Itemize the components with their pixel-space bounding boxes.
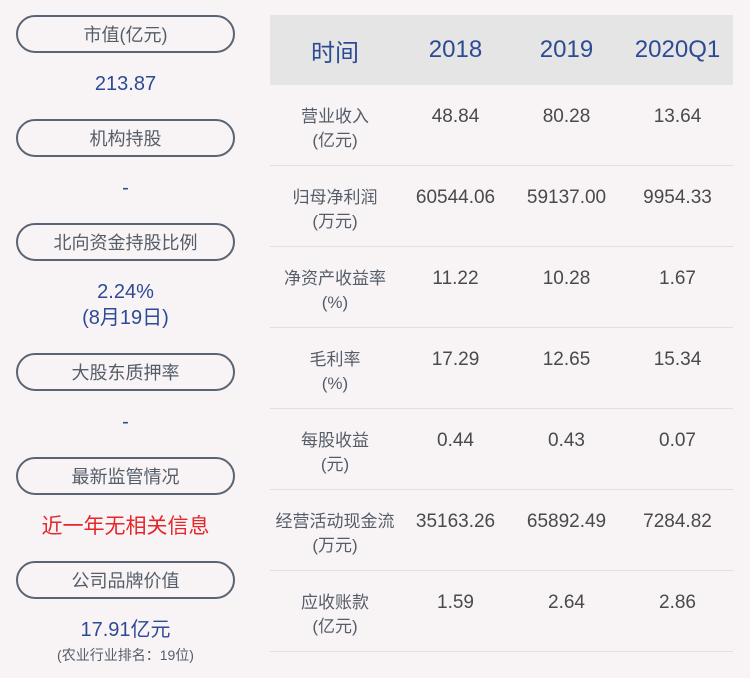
cell: 1.59 [437, 592, 474, 613]
regulatory-status-label: 最新监管情况 [16, 457, 235, 495]
cell: 0.07 [659, 430, 696, 451]
table-row: 营业收入 (亿元) 48.84 80.28 13.64 [270, 85, 733, 166]
cell: 1.67 [659, 268, 696, 289]
institutional-holding-label: 机构持股 [16, 119, 235, 157]
row-name: 营业收入 [301, 107, 369, 126]
table-row: 归母净利润 (万元) 60544.06 59137.00 9954.33 [270, 166, 733, 247]
cell: 13.64 [653, 106, 702, 127]
row-unit: (万元) [312, 212, 358, 231]
table-row: 经营活动现金流 (万元) 35163.26 65892.49 7284.82 [270, 490, 733, 571]
header-time: 时间 [311, 39, 359, 67]
cell: 15.34 [653, 349, 702, 370]
table-row: 毛利率 (%) 17.29 12.65 15.34 [270, 328, 733, 409]
cell: 17.29 [431, 349, 480, 370]
row-unit: (%) [321, 374, 349, 393]
row-name: 每股收益 [301, 431, 369, 450]
cell: 59137.00 [526, 187, 607, 208]
cell: 0.44 [437, 430, 474, 451]
row-unit: (%) [321, 293, 349, 312]
cell: 60544.06 [415, 187, 496, 208]
row-unit: (亿元) [312, 131, 358, 150]
header-2019: 2019 [539, 36, 594, 63]
cell: 7284.82 [643, 511, 712, 532]
cell: 48.84 [431, 106, 480, 127]
row-unit: (亿元) [312, 617, 358, 636]
brand-value-value: 17.91亿元 [80, 619, 171, 641]
cell: 35163.26 [415, 511, 496, 532]
row-name: 净资产收益率 [284, 269, 386, 288]
institutional-holding-value: - [122, 177, 129, 199]
header-2020q1: 2020Q1 [634, 36, 721, 63]
brand-value-label: 公司品牌价值 [16, 561, 235, 599]
header-2018: 2018 [428, 36, 483, 63]
cell: 12.65 [542, 349, 591, 370]
cell: 2.64 [548, 592, 585, 613]
market-cap-value: 213.87 [94, 73, 157, 95]
cell: 10.28 [542, 268, 591, 289]
row-name: 毛利率 [309, 350, 361, 369]
row-name: 经营活动现金流 [275, 512, 395, 531]
row-unit: (万元) [312, 536, 358, 555]
cell: 65892.49 [526, 511, 607, 532]
pledge-rate-label: 大股东质押率 [16, 353, 235, 391]
cell: 9954.33 [643, 187, 712, 208]
row-unit: (元) [320, 455, 350, 474]
table-row: 应收账款 (亿元) 1.59 2.64 2.86 [270, 571, 733, 652]
row-name: 应收账款 [301, 593, 369, 612]
financial-table: 时间 2018 2019 2020Q1 营业收入 (亿元) 48.84 80.28… [270, 15, 733, 652]
cell: 0.43 [548, 430, 585, 451]
regulatory-status-value: 近一年无相关信息 [41, 515, 210, 538]
row-name: 归母净利润 [292, 188, 378, 207]
pledge-rate-value: - [122, 411, 129, 433]
table-row: 每股收益 (元) 0.44 0.43 0.07 [270, 409, 733, 490]
table-header: 时间 2018 2019 2020Q1 [270, 15, 733, 85]
cell: 2.86 [659, 592, 696, 613]
northbound-holding-value: 2.24% [97, 281, 154, 303]
northbound-holding-label: 北向资金持股比例 [16, 223, 235, 261]
cell: 80.28 [542, 106, 591, 127]
table-row: 净资产收益率 (%) 11.22 10.28 1.67 [270, 247, 733, 328]
northbound-holding-date: (8月19日) [82, 307, 169, 329]
market-cap-label: 市值(亿元) [16, 15, 235, 53]
brand-value-rank-note: (农业行业排名：19位) [57, 647, 194, 663]
cell: 11.22 [432, 268, 479, 289]
